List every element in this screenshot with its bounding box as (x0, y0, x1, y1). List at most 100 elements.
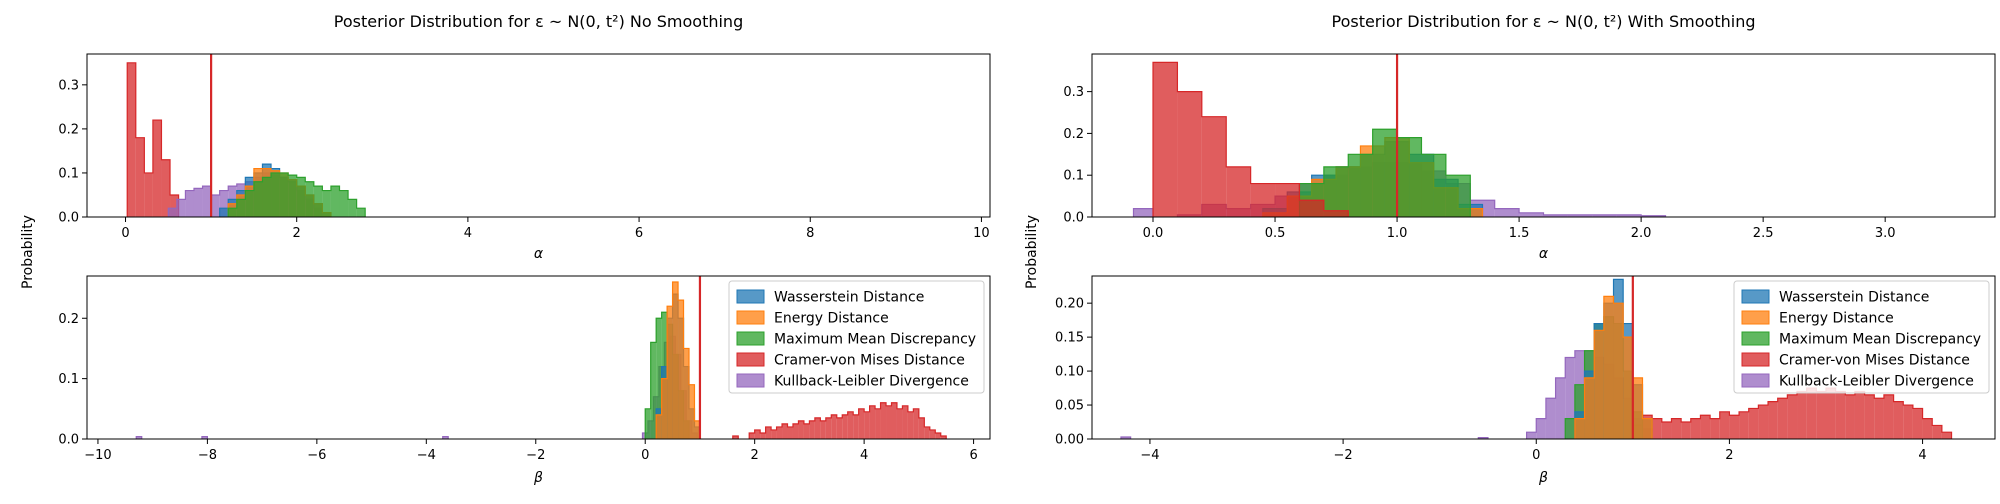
x-tick-label: −4 (417, 448, 436, 463)
x-tick-label: 0 (641, 448, 649, 463)
histogram-bar (168, 208, 177, 217)
histogram-bar (1372, 129, 1398, 217)
y-tick-label: 0.0 (1063, 211, 1084, 226)
histogram-bar (1603, 296, 1614, 439)
histogram-bar (847, 411, 854, 439)
x-tick-label: 4 (1918, 448, 1926, 463)
histogram-outline (1298, 128, 1471, 217)
histogram-bar (864, 411, 870, 439)
histogram-bar (1613, 303, 1624, 439)
histogram-bar (1275, 183, 1300, 217)
histogram-bar (782, 423, 788, 439)
y-tick-label: 0.0 (58, 211, 79, 226)
histogram-bar (1768, 401, 1778, 439)
histogram-bar (1874, 398, 1884, 439)
histogram-bar (1690, 418, 1701, 439)
histogram-bar (809, 420, 815, 439)
legend-entry: Maximum Mean Discrepancy (774, 332, 976, 348)
histogram-bar (661, 378, 668, 439)
legend-swatch (1741, 352, 1770, 367)
histogram-bar (219, 190, 229, 217)
histogram-outline (1574, 295, 1653, 439)
x-tick-label: 2 (1725, 448, 1733, 463)
histogram-bar (1729, 415, 1740, 439)
histogram-bar (1592, 214, 1617, 217)
histogram-bar (1632, 377, 1643, 439)
chart-title: Posterior Distribution for ε ~ N(0, t²) … (1331, 12, 1755, 31)
histogram-bar (1623, 337, 1633, 439)
histogram-bar (918, 417, 925, 439)
axes-frame (86, 275, 991, 440)
x-tick-label: 4 (860, 448, 868, 463)
histogram-bar (1323, 166, 1349, 217)
legend-box (728, 280, 985, 394)
legend-entry: Cramer-von Mises Distance (774, 353, 965, 369)
x-tick-label: 8 (806, 226, 814, 241)
histogram-bar (776, 426, 783, 439)
plot-area-left-bottom (135, 276, 947, 439)
y-tick-label: 0.1 (1063, 169, 1084, 184)
histogram-bar (296, 177, 306, 217)
x-tick-label: 10 (973, 226, 990, 241)
y-tick-label: 0.15 (1055, 331, 1084, 346)
legend-swatch (736, 373, 765, 388)
histogram-bar (1201, 116, 1227, 217)
histogram-bar (825, 417, 832, 439)
x-tick-label: −10 (84, 448, 111, 463)
histogram-bar (798, 420, 804, 439)
histogram-bar (891, 402, 897, 439)
histogram-bar (348, 199, 357, 217)
x-tick-label: 1.0 (1387, 226, 1408, 241)
histogram-bar (760, 432, 766, 439)
x-axis-label: β (533, 470, 543, 486)
histogram-bar (880, 402, 887, 439)
histogram-bar (749, 432, 755, 439)
y-tick-label: 0.3 (58, 78, 79, 93)
y-tick-label: 0.05 (1055, 399, 1084, 414)
histogram-outline (655, 281, 701, 439)
histogram-bar (1565, 418, 1575, 439)
histogram-bar (1835, 391, 1846, 439)
legend: Wasserstein Distance Energy Distance Maxim… (1733, 280, 1990, 394)
histogram-bar (1616, 214, 1642, 217)
histogram-outline (227, 172, 366, 217)
series-kullback-leibler-divergence (135, 335, 698, 439)
x-tick-label: −4 (1140, 448, 1159, 463)
histogram-bar (907, 411, 914, 439)
histogram-bar (236, 199, 246, 217)
histogram-bar (1478, 437, 1488, 439)
axes-frame (1091, 53, 1996, 218)
x-tick-label: 0 (1532, 448, 1540, 463)
histogram-bar (694, 420, 700, 439)
histogram-bar (1710, 418, 1720, 439)
histogram-bar (144, 172, 153, 217)
histogram-bar (935, 432, 941, 439)
histogram-bar (792, 423, 799, 439)
y-tick-label: 0.00 (1055, 433, 1084, 448)
histogram-bar (765, 426, 772, 439)
histogram-bar (1864, 394, 1875, 439)
histogram-bar (288, 175, 297, 217)
histogram-bar (842, 414, 848, 439)
histogram-bar (1397, 137, 1422, 217)
histogram-bar (869, 405, 876, 439)
legend-entry: Kullback-Leibler Divergence (1779, 374, 1974, 390)
histogram-bar (1652, 418, 1662, 439)
chart-left-bottom: −10 −8 −6 −4 −2 0 2 4 6 0.0 0.1 0.2 β Wasserstein Dis… (58, 275, 991, 486)
histogram-bar (1641, 215, 1666, 217)
chart-right-top: 0.0 0.5 1.0 1.5 2.0 2.5 3.0 0.0 0.1 0.2 0.3 α Poster… (1063, 12, 1996, 262)
histogram-bar (1681, 422, 1691, 439)
histogram-bar (1543, 214, 1568, 217)
histogram-bar (1893, 401, 1904, 439)
histogram-bar (1941, 432, 1952, 439)
series-cramer-von-mises-distance (1632, 387, 1953, 439)
histogram-bar (1912, 408, 1923, 439)
histogram-bar (1797, 391, 1807, 439)
histogram-bar (1348, 154, 1373, 217)
histogram-bar (814, 417, 821, 439)
histogram-bar (1323, 210, 1349, 217)
histogram-outline (1632, 387, 1953, 439)
legend: Wasserstein Distance Energy Distance Maxim… (728, 280, 985, 394)
histogram-bar (732, 435, 739, 439)
